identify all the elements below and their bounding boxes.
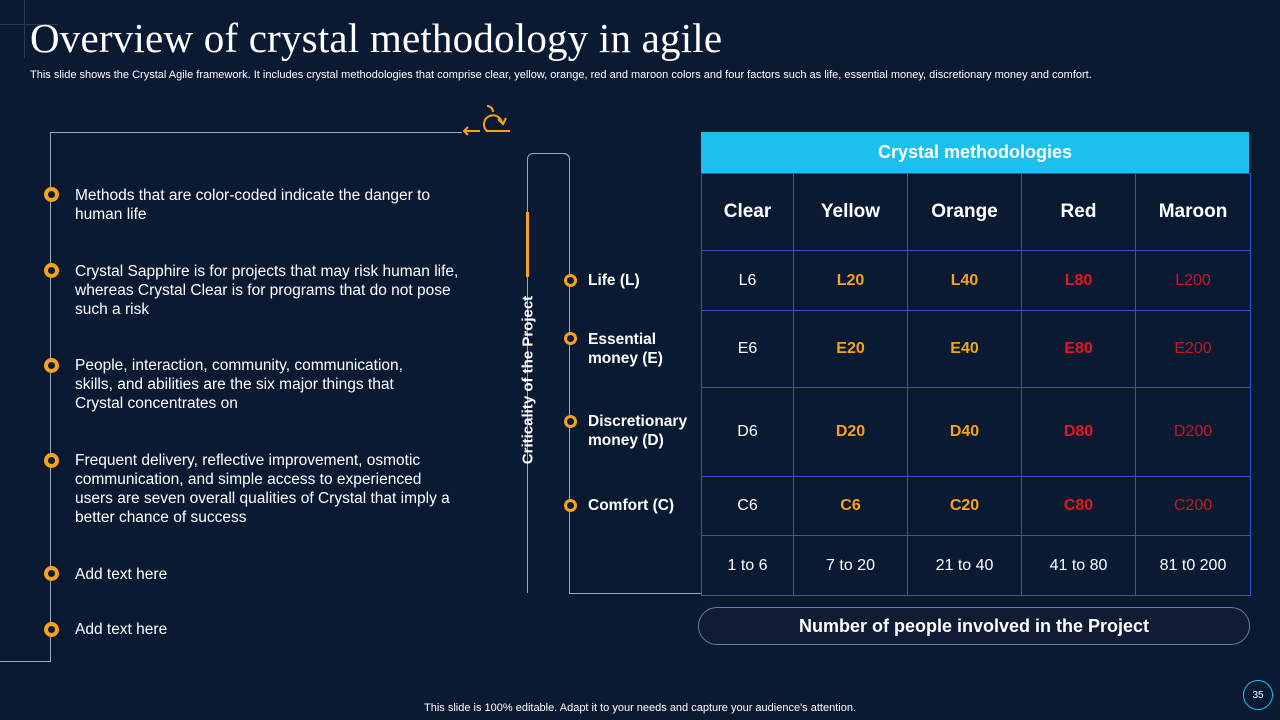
table-cell: C80 — [1021, 476, 1136, 536]
table-cell: E200 — [1135, 310, 1251, 388]
timeline-top-line — [50, 132, 462, 133]
table-row-people: 1 to 6 7 to 20 21 to 40 41 to 80 81 t0 2… — [701, 535, 1251, 596]
crystal-table: Clear Yellow Orange Red Maroon L6 L20 L4… — [701, 173, 1251, 596]
bullet-icon — [44, 263, 59, 278]
people-axis-label: Number of people involved in the Project — [698, 607, 1250, 645]
table-cell: 7 to 20 — [793, 535, 908, 596]
column-header-red: Red — [1021, 173, 1136, 251]
table-cell: 81 t0 200 — [1135, 535, 1251, 596]
criticality-highlight-bar — [526, 212, 529, 277]
table-cell: 1 to 6 — [701, 535, 794, 596]
bullet-icon — [44, 566, 59, 581]
criticality-bracket — [527, 153, 569, 593]
table-cell: D200 — [1135, 387, 1251, 477]
bullet-icon — [44, 187, 59, 202]
factor-essential-money: Essential money (E) — [588, 331, 663, 367]
page-title: Overview of crystal methodology in agile — [30, 15, 723, 61]
table-cell: D6 — [701, 387, 794, 477]
table-cell: C6 — [701, 476, 794, 536]
criticality-bracket-corner — [560, 153, 570, 163]
page-number-badge: 35 — [1243, 680, 1273, 710]
column-header-yellow: Yellow — [793, 173, 908, 251]
table-cell: D80 — [1021, 387, 1136, 477]
bullet-icon — [44, 622, 59, 637]
table-cell: E40 — [907, 310, 1022, 388]
table-cell: E6 — [701, 310, 794, 388]
table-row: E6 E20 E40 E80 E200 — [701, 310, 1251, 388]
table-cell: L40 — [907, 250, 1022, 311]
timeline-bottom-line — [0, 661, 51, 662]
column-header-clear: Clear — [701, 173, 794, 251]
criticality-axis-label: Criticality of the Project — [519, 295, 537, 465]
timeline-left-line — [50, 132, 51, 662]
table-cell: D40 — [907, 387, 1022, 477]
table-cell: C20 — [907, 476, 1022, 536]
corner-decoration-horizontal — [0, 24, 58, 25]
table-header: Crystal methodologies — [701, 132, 1249, 173]
factor-bullet-icon — [564, 274, 577, 287]
factor-life: Life (L) — [588, 272, 640, 289]
factor-bullet-icon — [564, 499, 577, 512]
table-cell: E20 — [793, 310, 908, 388]
bullet-text-5: Add text here — [75, 566, 168, 583]
column-header-maroon: Maroon — [1135, 173, 1251, 251]
bullet-text-2: Crystal Sapphire is for projects that ma… — [75, 263, 459, 318]
table-cell: 21 to 40 — [907, 535, 1022, 596]
table-row: L6 L20 L40 L80 L200 — [701, 250, 1251, 311]
table-cell: 41 to 80 — [1021, 535, 1136, 596]
table-row: C6 C6 C20 C80 C200 — [701, 476, 1251, 536]
table-cell: L6 — [701, 250, 794, 311]
table-header-row: Clear Yellow Orange Red Maroon — [701, 173, 1251, 251]
criticality-bottom-line — [569, 593, 701, 594]
factor-discretionary-money: Discretionary money (D) — [588, 413, 688, 449]
table-row: D6 D20 D40 D80 D200 — [701, 387, 1251, 477]
factor-comfort: Comfort (C) — [588, 497, 675, 514]
column-header-orange: Orange — [907, 173, 1022, 251]
bullet-text-3: People, interaction, community, communic… — [75, 357, 403, 412]
table-cell: C200 — [1135, 476, 1251, 536]
table-cell: L80 — [1021, 250, 1136, 311]
factor-bullet-icon — [564, 332, 577, 345]
corner-decoration-vertical — [24, 0, 25, 58]
factor-bullet-icon — [564, 415, 577, 428]
table-cell: L200 — [1135, 250, 1251, 311]
table-cell: E80 — [1021, 310, 1136, 388]
bullet-text-4: Frequent delivery, reflective improvemen… — [75, 452, 450, 526]
bullet-icon — [44, 358, 59, 373]
table-cell: L20 — [793, 250, 908, 311]
footer-note: This slide is 100% editable. Adapt it to… — [424, 702, 856, 714]
table-cell: C6 — [793, 476, 908, 536]
page-subtitle: This slide shows the Crystal Agile frame… — [30, 69, 1092, 81]
agile-cycle-icon — [462, 105, 510, 136]
bullet-text-1: Methods that are color-coded indicate th… — [75, 187, 431, 223]
bullet-icon — [44, 453, 59, 468]
table-cell: D20 — [793, 387, 908, 477]
bullet-text-6: Add text here — [75, 621, 168, 638]
criticality-axis-line — [569, 160, 570, 594]
